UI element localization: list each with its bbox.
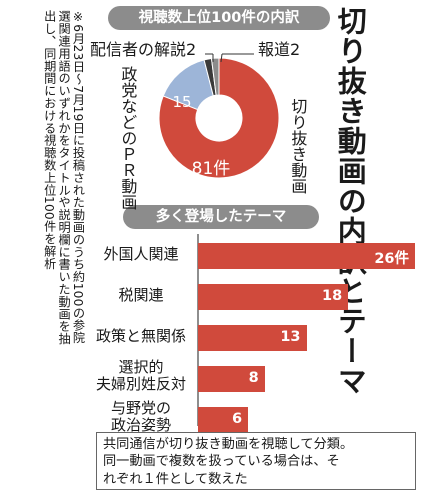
bar-category-5-line-2: 政治姿勢 <box>110 416 171 435</box>
bar-chart-title: 多く登場したテーマ <box>123 205 319 229</box>
pie-label-news-value: 2 <box>290 40 301 59</box>
bar-category-1: 外国人関連 <box>88 245 194 263</box>
bar-category-5: 与野党の 政治姿勢 <box>88 399 194 435</box>
pie-value-pr: 15 <box>172 93 191 111</box>
pie-slice-clip <box>158 57 280 179</box>
pie-label-news-name: 報道 <box>258 40 291 59</box>
bar-category-3-line-1: 政策と無関係 <box>95 327 186 345</box>
pie-value-clip: 81件 <box>192 159 231 179</box>
main-title: 切り抜き動画の内訳とテーマ <box>333 6 368 396</box>
bar-category-4-line-1: 選択的 <box>118 358 164 376</box>
pie-label-commentary: 配信者の解説2 <box>90 36 196 60</box>
bar-1 <box>198 243 415 269</box>
bar-value-3: 13 <box>280 329 301 345</box>
bar-value-2: 18 <box>322 288 343 304</box>
bar-value-5: 6 <box>231 411 243 427</box>
bar-4 <box>198 366 265 392</box>
bar-category-4-line-2: 夫婦別姓反対 <box>95 375 186 394</box>
bar-2 <box>198 284 349 310</box>
pie-label-clip: 切り抜き動画 <box>288 98 308 194</box>
pie-label-news: 報道2 <box>258 36 300 60</box>
pie-label-commentary-value: 2 <box>186 40 197 59</box>
bar-category-1-line-1: 外国人関連 <box>103 245 179 263</box>
pie-slice-news <box>210 57 220 96</box>
bar-category-2: 税関連 <box>88 286 194 304</box>
footnote-line-2: 同一動画で複数を扱っている場合は、そ <box>103 454 340 470</box>
bar-category-3: 政策と無関係 <box>88 327 194 345</box>
pie-leader-news <box>220 53 223 63</box>
pie-label-commentary-name: 配信者の解説 <box>90 40 187 59</box>
bar-value-4: 8 <box>248 370 259 386</box>
pie-chart-title: 視聴数上位100件の内訳 <box>108 6 330 30</box>
method-note: ※6月23日～7月19日に投稿された動画のうち約100の参院選関連用語のいずれか… <box>42 10 85 345</box>
bar-value-1: 26件 <box>374 251 409 267</box>
bar-3 <box>198 325 307 351</box>
bar-category-4: 選択的 夫婦別姓反対 <box>88 358 194 394</box>
bar-5 <box>198 407 249 433</box>
bar-category-2-line-1: 税関連 <box>118 286 164 304</box>
pie-chart: 81件 15 <box>158 53 280 179</box>
footnote-line-3: れぞれ１件として数えた <box>103 471 248 487</box>
footnote-line-1: 共同通信が切り抜き動画を視聴して分類。 <box>103 437 354 452</box>
bar-category-5-line-1: 与野党の <box>110 399 171 417</box>
footnote-box: 共同通信が切り抜き動画を視聴して分類。 同一動画で複数を扱っている場合は、そ れ… <box>96 432 416 490</box>
pie-label-pr: 政党などのＰＲ動画 <box>118 66 138 210</box>
